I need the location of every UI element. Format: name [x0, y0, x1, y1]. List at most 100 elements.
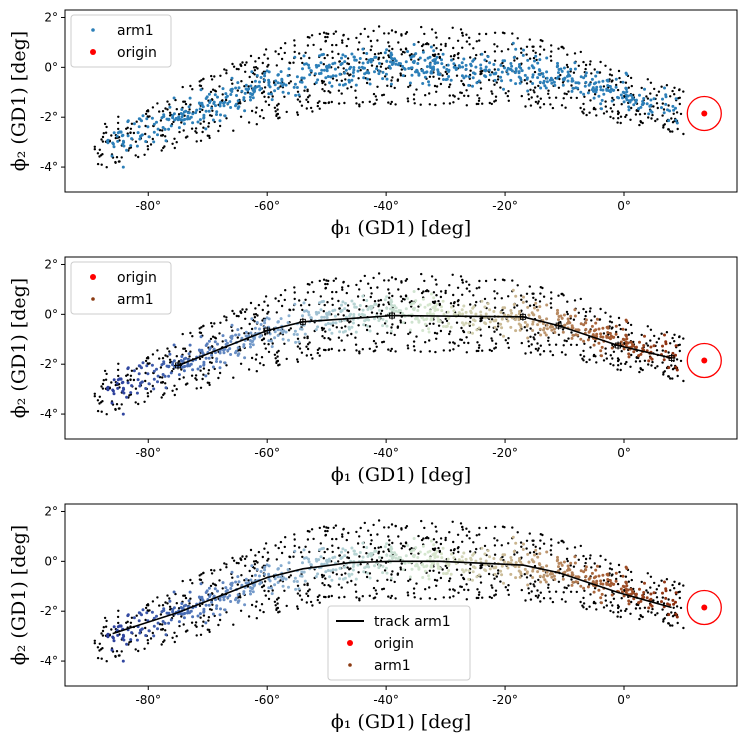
background-point	[627, 333, 630, 336]
background-point	[547, 583, 550, 586]
background-point	[441, 568, 444, 571]
background-point	[341, 286, 344, 289]
arm1-point	[634, 593, 638, 597]
background-point	[388, 296, 391, 299]
background-point	[424, 341, 427, 344]
background-point	[428, 350, 431, 353]
background-point	[538, 547, 542, 550]
background-point	[375, 98, 378, 102]
background-point	[437, 324, 441, 327]
arm1-point	[423, 305, 427, 309]
x-tick-label: -40°	[373, 199, 399, 213]
background-point	[425, 289, 429, 292]
arm1-point	[625, 320, 629, 323]
background-point	[557, 333, 561, 336]
arm1-point	[249, 592, 252, 596]
background-point	[461, 278, 464, 282]
arm1-point	[518, 63, 521, 66]
arm1-point	[168, 105, 172, 109]
arm1-point	[611, 88, 615, 92]
arm1-point	[548, 78, 552, 82]
background-point	[306, 35, 310, 39]
background-point	[189, 103, 192, 106]
arm1-point	[121, 659, 125, 663]
background-point	[390, 276, 394, 279]
arm1-point	[138, 631, 142, 635]
background-point	[342, 527, 345, 531]
arm1-point	[562, 313, 566, 317]
background-point	[323, 89, 326, 93]
background-point	[448, 284, 451, 287]
background-point	[254, 60, 257, 63]
arm1-point	[350, 52, 354, 56]
arm1-point	[327, 557, 331, 561]
background-point	[186, 629, 189, 632]
arm1-point	[215, 357, 219, 361]
background-point	[345, 538, 348, 542]
legend-arm-swatch	[91, 297, 95, 301]
background-point	[303, 583, 306, 586]
arm1-point	[318, 301, 321, 305]
arm1-point	[270, 592, 274, 596]
background-point	[321, 582, 324, 585]
background-point	[465, 598, 468, 601]
arm1-point	[538, 574, 542, 578]
background-point	[377, 299, 380, 302]
background-point	[451, 273, 454, 276]
arm1-point	[112, 145, 116, 149]
arm1-point	[276, 320, 280, 324]
background-point	[161, 380, 165, 384]
background-point	[420, 25, 423, 29]
background-point	[433, 578, 437, 582]
background-point	[397, 288, 400, 291]
background-point	[105, 166, 108, 169]
background-point	[244, 70, 247, 74]
arm1-point	[599, 579, 603, 583]
background-point	[299, 551, 303, 554]
background-point	[399, 48, 403, 51]
background-point	[667, 598, 670, 601]
background-point	[579, 106, 582, 110]
background-point	[520, 51, 523, 54]
background-point	[93, 392, 97, 395]
arm1-point	[582, 339, 586, 343]
arm1-point	[621, 590, 624, 594]
arm1-point	[161, 373, 165, 376]
background-point	[542, 542, 546, 545]
background-point	[547, 336, 550, 339]
background-point	[377, 303, 381, 306]
background-points	[93, 25, 685, 169]
background-point	[554, 343, 558, 346]
background-point	[523, 326, 526, 329]
background-point	[459, 585, 462, 588]
background-point	[435, 85, 439, 88]
arm1-point	[621, 96, 624, 100]
arm1-point	[237, 86, 241, 90]
arm1-point	[632, 103, 636, 107]
background-point	[380, 556, 384, 559]
background-point	[441, 321, 444, 324]
background-point	[570, 578, 573, 581]
panel-top: -80° -60° -40° -20° 0°2°0°-2°-4°ϕ₁ (GD1) [de…	[8, 9, 738, 239]
background-point	[319, 48, 322, 51]
background-point	[117, 362, 120, 365]
background-point	[293, 286, 296, 289]
background-point	[434, 278, 437, 281]
background-point	[629, 365, 632, 368]
arm1-point	[571, 573, 575, 577]
background-point	[472, 541, 475, 544]
legend-origin-swatch	[347, 640, 353, 646]
arm1-point	[276, 575, 280, 579]
legend-box	[70, 261, 172, 315]
arm1-point	[469, 64, 473, 68]
background-point	[189, 597, 192, 600]
background-point	[449, 549, 453, 552]
background-point	[629, 76, 633, 80]
background-point	[435, 294, 438, 297]
background-point	[650, 364, 653, 367]
background-point	[678, 582, 681, 585]
arm1-point	[326, 322, 330, 325]
arm1-point	[666, 108, 669, 112]
arm1-point	[560, 563, 564, 567]
arm1-point	[169, 371, 173, 375]
